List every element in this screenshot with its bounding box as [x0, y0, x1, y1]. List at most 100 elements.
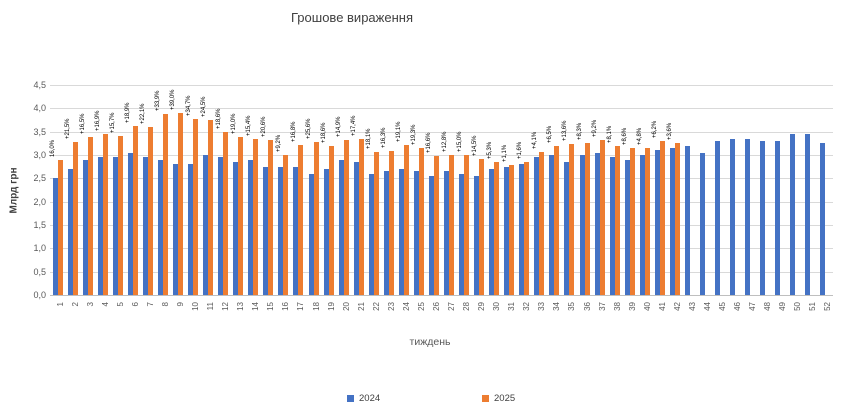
bar-label-week-40: +4,8%	[637, 128, 644, 146]
bar-label-week-12: +18,6%	[215, 108, 222, 129]
bar-2024-week-22	[368, 173, 374, 295]
x-axis-tick-label: 21	[356, 302, 366, 311]
bar-label-week-34: +6,5%	[546, 125, 553, 143]
bar-2024-week-42	[669, 148, 675, 295]
bar-label-week-30: +5,3%	[486, 142, 493, 160]
bar-2024-week-1	[52, 178, 58, 295]
x-axis-tick-label: 43	[687, 302, 697, 311]
bar-2024-week-21	[353, 162, 359, 295]
bar-2024-week-51	[805, 134, 811, 295]
bar-label-week-32: +1,6%	[516, 142, 523, 160]
legend-swatch-2025-icon	[482, 395, 489, 402]
bar-label-week-2: +21,5%	[65, 118, 72, 139]
bar-2024-week-27	[444, 171, 450, 295]
x-axis-tick-label: 26	[431, 302, 441, 311]
bar-2024-week-46	[730, 138, 736, 295]
gridline	[50, 271, 833, 273]
bar-2025-week-5	[117, 135, 123, 295]
x-axis-tick-label: 49	[778, 302, 788, 311]
bar-label-week-6: +18,9%	[125, 102, 132, 123]
x-axis-tick-label: 20	[341, 302, 351, 311]
gridline	[50, 248, 833, 250]
x-axis-tick-label: 34	[552, 302, 562, 311]
x-axis-tick-label: 22	[371, 302, 381, 311]
x-axis-tick-label: 42	[672, 302, 682, 311]
bar-2024-week-11	[203, 155, 209, 295]
x-axis-tick-label: 2	[70, 302, 80, 307]
x-axis-tick-label: 40	[642, 302, 652, 311]
x-axis-tick-label: 45	[718, 302, 728, 311]
bar-2024-week-50	[790, 134, 796, 295]
bar-2024-week-15	[263, 166, 269, 295]
y-axis-tick-label: 3,5	[33, 126, 46, 137]
bar-2024-week-41	[654, 150, 660, 295]
bar-2024-week-12	[218, 157, 224, 295]
x-axis-tick-label: 36	[582, 302, 592, 311]
bar-label-week-15: +20,6%	[260, 116, 267, 138]
bar-2025-week-42	[674, 142, 680, 295]
bar-label-week-9: +39,0%	[170, 89, 177, 111]
bar-label-week-35: +13,6%	[561, 120, 568, 141]
x-axis-tick-label: 14	[251, 302, 261, 311]
x-axis-tick-label: 33	[537, 302, 547, 311]
bar-label-week-33: +4,1%	[531, 131, 538, 149]
chart-title: Грошове вираження	[291, 10, 413, 25]
bar-2025-week-11	[208, 120, 214, 295]
bar-label-week-27: +12,8%	[441, 131, 448, 153]
x-axis-tick-label: 28	[462, 302, 472, 311]
bar-label-week-11: +24,5%	[200, 96, 207, 118]
bar-2025-week-1	[57, 159, 63, 295]
x-axis-tick-label: 13	[236, 302, 246, 311]
x-axis-tick-label: 11	[206, 302, 216, 311]
bar-2024-week-19	[323, 169, 329, 295]
bar-2024-week-5	[112, 157, 118, 295]
x-axis-tick-label: 1	[55, 302, 65, 307]
bar-label-week-25: +19,3%	[411, 124, 418, 145]
bar-2025-week-32	[524, 162, 530, 295]
x-axis-tick-label: 35	[567, 302, 577, 311]
bar-2025-week-7	[147, 127, 153, 295]
bar-2024-week-23	[383, 171, 389, 295]
legend-swatch-2024-icon	[347, 395, 354, 402]
bar-2024-week-20	[338, 159, 344, 295]
x-axis-tick-label: 24	[401, 302, 411, 311]
bar-2024-week-8	[157, 159, 163, 295]
gridline	[50, 131, 833, 133]
bar-2024-week-16	[278, 166, 284, 295]
bar-2024-week-9	[172, 164, 178, 295]
bar-2025-week-40	[644, 148, 650, 295]
bar-2025-week-28	[464, 155, 470, 295]
bar-label-week-41: +6,2%	[652, 121, 659, 139]
bar-2025-week-10	[193, 119, 199, 295]
bar-label-week-36: +8,3%	[577, 123, 584, 141]
bar-label-week-26: +16,6%	[426, 132, 433, 154]
bar-2024-week-10	[188, 164, 194, 295]
bar-2024-week-52	[820, 143, 826, 295]
bar-label-week-20: +14,9%	[336, 116, 343, 137]
bar-2025-week-3	[87, 137, 93, 295]
gridline	[50, 155, 833, 156]
bar-label-week-7: +22,1%	[140, 103, 147, 124]
x-axis-tick-label: 4	[100, 302, 110, 307]
bar-2025-week-35	[569, 143, 575, 295]
bar-2024-week-48	[760, 141, 766, 295]
x-axis-tick-label: 52	[823, 302, 833, 311]
bar-2025-week-22	[373, 151, 379, 295]
x-axis-tick-label: 3	[85, 302, 95, 307]
x-axis-tick-label: 5	[115, 302, 125, 307]
x-axis-tick-label: 27	[447, 302, 457, 311]
bar-label-week-1: 16,0%	[50, 139, 57, 157]
bar-2025-week-15	[268, 140, 274, 295]
bar-2024-week-43	[684, 145, 690, 295]
x-axis-tick-label: 18	[311, 302, 321, 311]
x-axis-tick-label: 31	[507, 302, 517, 311]
bar-label-week-23: +16,3%	[381, 127, 388, 149]
x-axis-tick-label: 15	[266, 302, 276, 311]
y-axis-tick-label: 3,0	[33, 150, 46, 160]
bar-2025-week-17	[298, 145, 304, 295]
bar-2025-week-16	[283, 155, 289, 295]
legend-item-2024: 2024	[347, 393, 380, 404]
chart-legend: 2024 2025	[0, 393, 850, 407]
gridline	[50, 178, 833, 180]
bar-2025-week-13	[238, 136, 244, 295]
